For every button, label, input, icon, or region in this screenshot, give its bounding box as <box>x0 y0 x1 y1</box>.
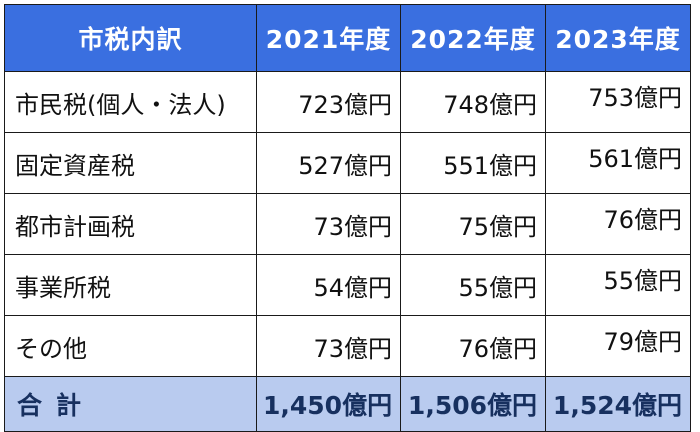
cell-value: 55億円 <box>400 254 546 316</box>
table-row: 事業所税 54億円 55億円 55億円 <box>4 254 691 316</box>
row-label: 事業所税 <box>4 254 257 316</box>
total-value-2022: 1,506億円 <box>400 376 546 432</box>
cell-value: 75億円 <box>400 193 546 255</box>
cell-value: 55億円 <box>545 254 691 316</box>
cell-value: 748億円 <box>400 71 546 133</box>
table-row: その他 73億円 76億円 79億円 <box>4 315 691 377</box>
cell-value: 54億円 <box>256 254 401 316</box>
cell-value: 551億円 <box>400 132 546 194</box>
header-row: 市税内訳 2021年度 2022年度 2023年度 <box>4 4 691 72</box>
cell-value: 76億円 <box>545 193 691 255</box>
cell-value: 76億円 <box>400 315 546 377</box>
total-value-2023: 1,524億円 <box>545 376 691 432</box>
cell-value: 753億円 <box>545 71 691 133</box>
tax-breakdown-table: 市税内訳 2021年度 2022年度 2023年度 市民税(個人・法人) 723… <box>4 4 691 432</box>
header-year-2022: 2022年度 <box>400 4 546 72</box>
table-row: 固定資産税 527億円 551億円 561億円 <box>4 132 691 194</box>
header-year-2021: 2021年度 <box>256 4 401 72</box>
row-label: 市民税(個人・法人) <box>4 71 257 133</box>
table-row: 都市計画税 73億円 75億円 76億円 <box>4 193 691 255</box>
row-label: その他 <box>4 315 257 377</box>
row-label: 固定資産税 <box>4 132 257 194</box>
total-value-2021: 1,450億円 <box>256 376 401 432</box>
cell-value: 73億円 <box>256 315 401 377</box>
cell-value: 561億円 <box>545 132 691 194</box>
header-year-2023: 2023年度 <box>545 4 691 72</box>
cell-value: 723億円 <box>256 71 401 133</box>
row-label: 都市計画税 <box>4 193 257 255</box>
tax-breakdown-table-wrapper: 市税内訳 2021年度 2022年度 2023年度 市民税(個人・法人) 723… <box>4 4 691 432</box>
total-label: 合計 <box>4 376 257 432</box>
cell-value: 79億円 <box>545 315 691 377</box>
total-row: 合計 1,450億円 1,506億円 1,524億円 <box>4 376 691 432</box>
header-category: 市税内訳 <box>4 4 257 72</box>
cell-value: 73億円 <box>256 193 401 255</box>
table-row: 市民税(個人・法人) 723億円 748億円 753億円 <box>4 71 691 133</box>
cell-value: 527億円 <box>256 132 401 194</box>
